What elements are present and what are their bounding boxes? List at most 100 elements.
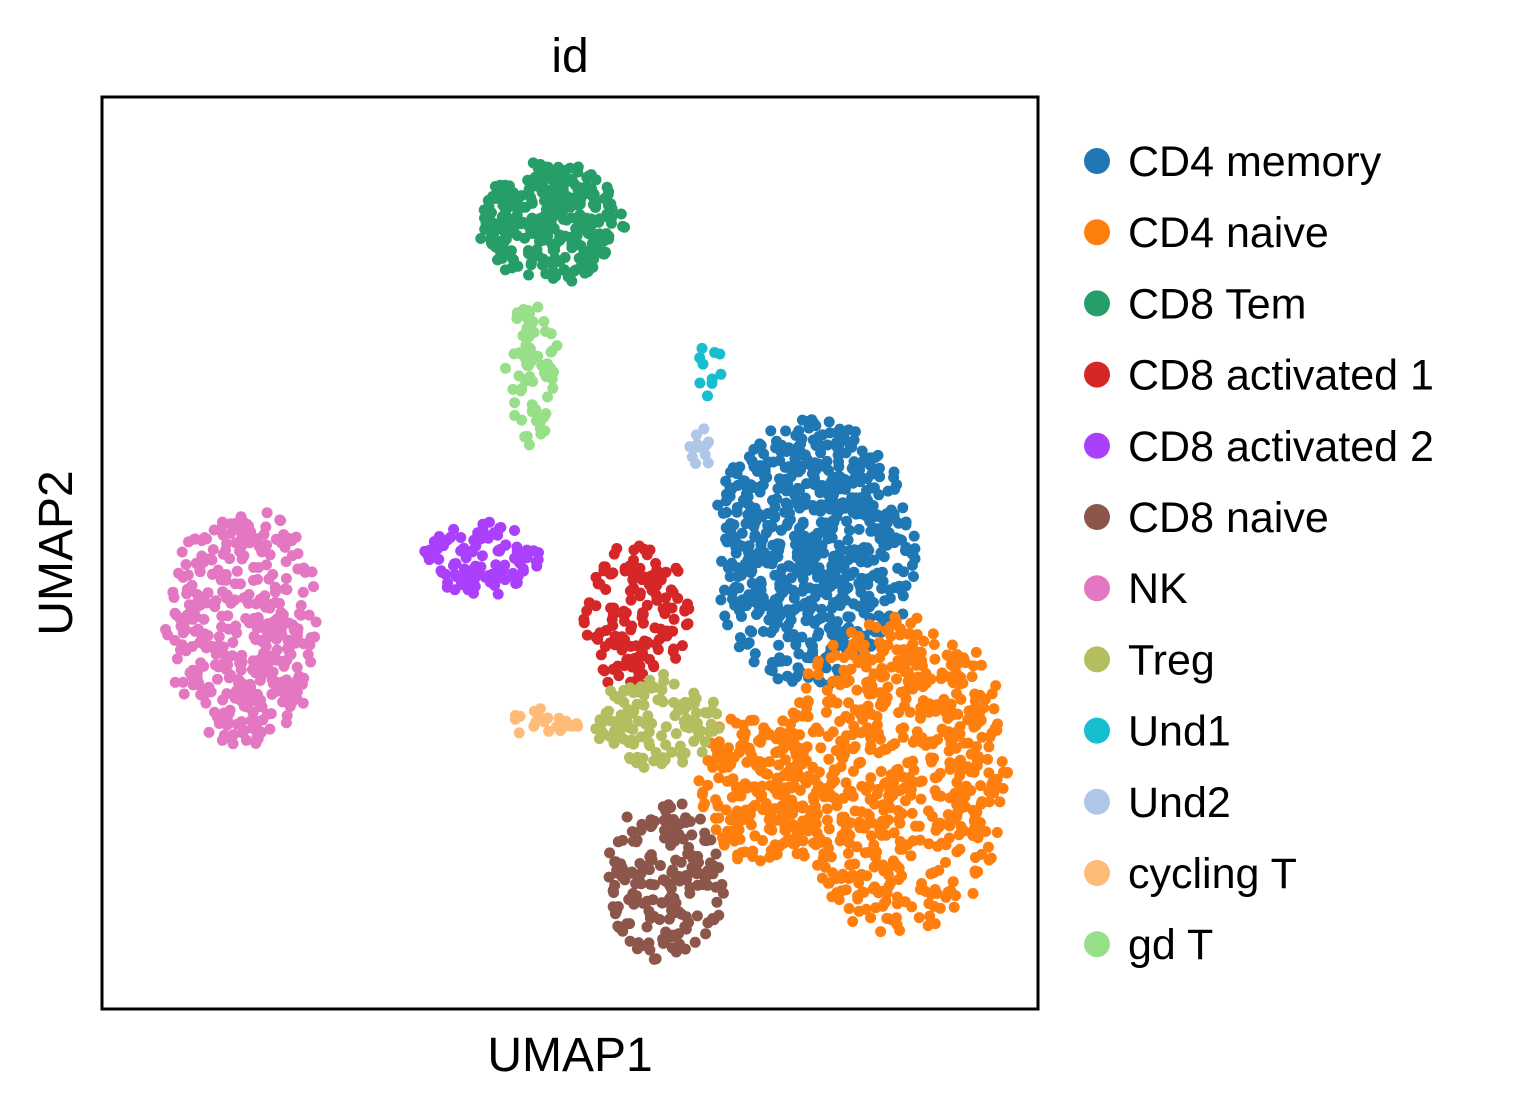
point-cd8-tem [557, 170, 569, 182]
point-nk [225, 669, 236, 681]
point-cd8-naive [603, 871, 615, 883]
point-cd8-tem [547, 244, 559, 256]
point-cd4-naive [982, 753, 994, 765]
point-cd4-memory [767, 539, 779, 551]
point-cd4-memory [712, 499, 724, 511]
point-cd8-activated-1 [590, 600, 602, 612]
legend-marker-cd4-memory [1084, 148, 1110, 174]
point-cd8-tem [501, 229, 513, 241]
point-cd4-memory [837, 630, 848, 641]
point-cd8-activated-1 [598, 561, 610, 573]
point-cd8-activated-2 [427, 547, 439, 559]
point-cd4-naive [944, 792, 956, 804]
point-cd4-naive [913, 912, 925, 924]
point-gd-t [545, 346, 557, 358]
point-nk [231, 565, 243, 577]
point-cd4-naive [957, 800, 969, 812]
point-cd4-memory [725, 484, 737, 496]
point-gd-t [542, 391, 553, 403]
point-nk [292, 673, 304, 685]
point-cd4-naive [935, 701, 947, 713]
point-cd4-naive [954, 721, 966, 733]
point-nk [236, 533, 248, 545]
point-cd8-naive [684, 816, 696, 827]
point-cd4-memory [853, 600, 865, 612]
point-cd8-naive [686, 829, 698, 841]
point-cd4-memory [822, 533, 834, 545]
point-cd8-activated-1 [618, 660, 630, 672]
point-cd8-tem [506, 213, 518, 225]
point-cd4-naive [974, 689, 986, 701]
point-cd8-naive [692, 857, 703, 869]
point-cd4-memory [755, 575, 767, 587]
legend-marker-und1 [1084, 717, 1110, 744]
point-cd4-memory [895, 584, 907, 596]
point-cd8-activated-2 [494, 543, 506, 555]
point-cd4-naive [866, 830, 877, 842]
point-cd4-memory [727, 593, 738, 605]
point-cd8-tem [601, 210, 613, 222]
point-cd4-naive [823, 877, 835, 889]
point-cd4-naive [967, 804, 979, 816]
point-cd4-naive [942, 713, 954, 724]
point-cd8-naive [630, 836, 642, 848]
point-cd4-naive [984, 731, 996, 743]
point-cd8-tem [569, 179, 581, 190]
point-cd8-tem [501, 186, 513, 197]
point-cd8-activated-1 [636, 646, 648, 658]
point-cd4-naive [731, 784, 743, 796]
point-cd8-activated-2 [438, 540, 449, 552]
point-cd4-naive [807, 791, 819, 803]
point-cd4-naive [973, 753, 985, 765]
point-cd4-memory [843, 424, 855, 436]
point-nk [231, 718, 243, 730]
point-cycling-t [528, 705, 540, 717]
point-cd4-naive [944, 763, 956, 775]
point-cd4-memory [766, 665, 778, 677]
point-cd4-memory [784, 561, 796, 573]
point-treg [707, 725, 719, 737]
point-nk [218, 707, 230, 719]
point-nk [195, 657, 207, 669]
point-cd4-memory [781, 670, 793, 682]
point-cd4-memory [821, 439, 833, 451]
point-cd4-naive [892, 655, 904, 667]
point-cd4-memory [772, 483, 784, 495]
point-cd4-naive [725, 713, 737, 725]
point-cd4-naive [746, 750, 758, 762]
point-cd8-naive [647, 894, 659, 906]
point-cd8-naive [708, 860, 720, 872]
point-treg [669, 710, 681, 722]
point-cd4-naive [945, 885, 957, 897]
point-cd4-memory [797, 573, 809, 585]
point-cd8-naive [699, 873, 711, 885]
point-nk [243, 589, 255, 600]
point-cd4-naive [834, 715, 846, 727]
point-cd8-naive [644, 944, 656, 956]
point-cd4-naive [787, 838, 799, 850]
point-cd4-memory [771, 435, 782, 447]
point-nk [176, 546, 188, 558]
point-cd4-naive [777, 715, 789, 727]
point-cd8-activated-1 [667, 625, 679, 637]
point-gd-t [523, 439, 535, 451]
point-cd4-memory [832, 443, 844, 455]
point-cd4-memory [829, 552, 841, 564]
point-cd4-memory [853, 523, 865, 535]
point-cd4-naive [992, 718, 1003, 730]
point-cd8-activated-1 [597, 664, 609, 676]
scatter-points [160, 157, 1013, 965]
point-cd4-memory [731, 562, 743, 574]
point-nk [277, 696, 289, 708]
point-cd4-memory [733, 641, 745, 653]
point-nk [275, 515, 287, 526]
point-cd8-activated-2 [448, 523, 460, 535]
point-cd4-naive [823, 823, 835, 835]
point-cd4-naive [725, 758, 737, 770]
point-cd8-activated-1 [649, 622, 661, 634]
point-cd8-naive [694, 813, 706, 825]
point-cd4-naive [866, 680, 878, 692]
point-cd4-naive [965, 748, 977, 760]
point-cd4-memory [790, 429, 802, 441]
point-cd4-naive [864, 780, 875, 792]
